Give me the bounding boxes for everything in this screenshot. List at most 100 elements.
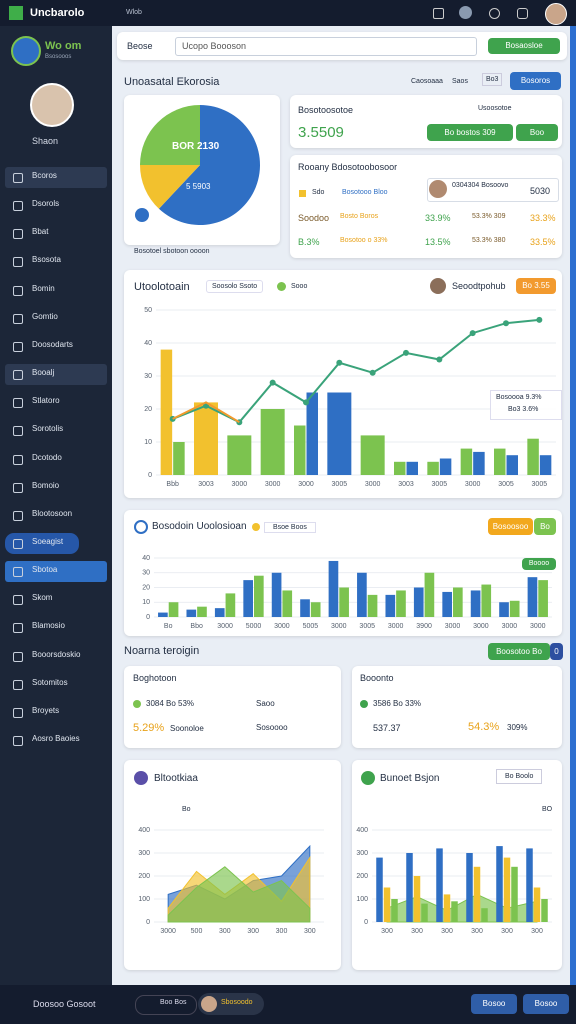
icon[interactable] (459, 6, 472, 19)
person-box (427, 178, 559, 202)
footer-search[interactable] (135, 995, 197, 1015)
bar (413, 876, 421, 922)
nav-highlight (5, 167, 107, 188)
search-label: Beose (127, 41, 153, 51)
logo-text: Wo om (45, 40, 82, 52)
y-tick-label: 100 (356, 896, 368, 903)
nav-icon (13, 173, 23, 183)
nav-item[interactable]: Blamosio (32, 621, 65, 631)
nav-item[interactable]: Stlatoro (32, 396, 60, 406)
nav-item[interactable]: Aosro Baoies (32, 734, 80, 743)
small-value: Saoo (256, 699, 275, 708)
nav-icon (13, 567, 23, 578)
combo-button[interactable]: Bo 3.55 (516, 278, 556, 294)
icon[interactable] (433, 8, 444, 19)
link[interactable]: Caosoaaa (411, 78, 443, 85)
bar (225, 593, 236, 617)
bar-button[interactable]: Bo (534, 518, 556, 535)
y-tick-label: 200 (138, 873, 150, 880)
nav-item[interactable]: Booalj (32, 368, 55, 378)
combo-tab[interactable]: Soosolo Ssoto (206, 280, 264, 293)
link[interactable]: Bo3 (482, 73, 503, 86)
legend: Bosotooo Bloo (342, 189, 388, 196)
nav-item[interactable]: Bcoros (32, 171, 57, 180)
bar (383, 887, 391, 922)
section-title: Noarna teroigin (124, 645, 200, 657)
bar (376, 857, 383, 922)
nav-item[interactable]: Sotomitos (32, 677, 68, 687)
nav-highlight (5, 532, 79, 554)
nav-item[interactable]: Broyets (32, 705, 60, 715)
x-tick-label: 3000 (502, 623, 518, 630)
bar (539, 455, 552, 475)
nav-item[interactable]: Doosodarts (32, 339, 73, 349)
line (172, 401, 240, 424)
area-title: Bunoet Bsjon (380, 773, 440, 784)
icon[interactable] (517, 8, 528, 19)
table-cell: 53.3% 309 (472, 213, 506, 220)
small-value: 3586 Bo 33% (373, 699, 422, 708)
icon (361, 771, 375, 785)
footer-button[interactable]: Bosoo (471, 994, 517, 1014)
footer: Doosoo Gosoot Boo Bos Sbosoodo Bosoo Bos… (0, 985, 576, 1024)
bar (327, 392, 352, 475)
nav-item[interactable]: Bsosota (32, 255, 61, 265)
nav-item[interactable]: Sorotolis (32, 424, 64, 434)
header-button[interactable]: Bosoros (510, 72, 561, 90)
small-value: 54.3% (468, 721, 500, 733)
area-legend: Bo (182, 806, 191, 813)
area-button[interactable]: Bo Boolo (496, 769, 543, 784)
nav-icon (13, 538, 23, 549)
menu[interactable]: Wlob (126, 9, 142, 16)
nav-icon (13, 426, 23, 437)
search-input[interactable] (175, 37, 477, 56)
pie-label: BOR 2130 (172, 141, 220, 152)
nav-item[interactable]: Bomoio (32, 480, 60, 490)
nav-icon (13, 454, 23, 465)
section-button[interactable]: Boosotoo Bo (488, 643, 550, 660)
toolbar-button[interactable]: Bosaosloe (488, 38, 560, 54)
y-tick-label: 20 (144, 406, 152, 413)
link[interactable]: Saos (452, 78, 468, 85)
kpi-button[interactable]: Bo bostos 309 (427, 124, 513, 141)
logo-icon (9, 6, 23, 20)
footer-search-text: Boo Bos (160, 999, 187, 1006)
nav-item[interactable]: Blootosoon (32, 508, 73, 518)
nav-item[interactable]: Bbat (32, 227, 49, 237)
icon[interactable] (489, 8, 500, 19)
nav-item[interactable]: Dsorols (32, 199, 60, 209)
bar-button[interactable]: Bosoosoo (488, 518, 533, 535)
small-value: Sosoooo (256, 723, 288, 732)
nav-item[interactable]: Gomtio (32, 311, 58, 321)
x-tick-label: 300 (247, 928, 259, 935)
nav-item[interactable]: Bomin (32, 283, 55, 293)
footer-button[interactable]: Bosoo (523, 994, 569, 1014)
nav-item[interactable]: Skom (32, 593, 53, 603)
marker (436, 356, 443, 363)
nav-item[interactable]: Sbotoa (32, 565, 58, 575)
section-badge[interactable]: 0 (550, 643, 563, 660)
bar (481, 908, 488, 922)
bar-tab[interactable]: Bsoe Boos (264, 522, 316, 533)
kpi-button[interactable]: Boo (516, 124, 558, 141)
area-chart: 0 100 200 300 400 3000 500 300 300 300 300 (138, 827, 324, 935)
nav-icon (13, 341, 23, 352)
avatar[interactable] (545, 3, 567, 25)
bar (260, 409, 285, 475)
bar (186, 609, 197, 617)
x-tick-label: 3003 (198, 481, 214, 488)
nav-item[interactable]: Dcotodo (32, 452, 62, 462)
nav-item[interactable]: Booorsdoskio (32, 649, 81, 659)
marker (503, 320, 509, 327)
bar (214, 608, 225, 617)
user-avatar (30, 83, 74, 127)
bar (367, 594, 378, 617)
small-title: Boghotoon (133, 673, 177, 683)
bar (328, 560, 339, 617)
x-tick-label: 3005 (432, 481, 448, 488)
x-tick-label: 300 (381, 928, 393, 935)
table-cell: Bosto Boros (340, 213, 379, 220)
pie-sublabel: 5 5903 (186, 182, 211, 191)
bar (168, 602, 179, 617)
nav-item[interactable]: Soeagist (32, 536, 64, 546)
